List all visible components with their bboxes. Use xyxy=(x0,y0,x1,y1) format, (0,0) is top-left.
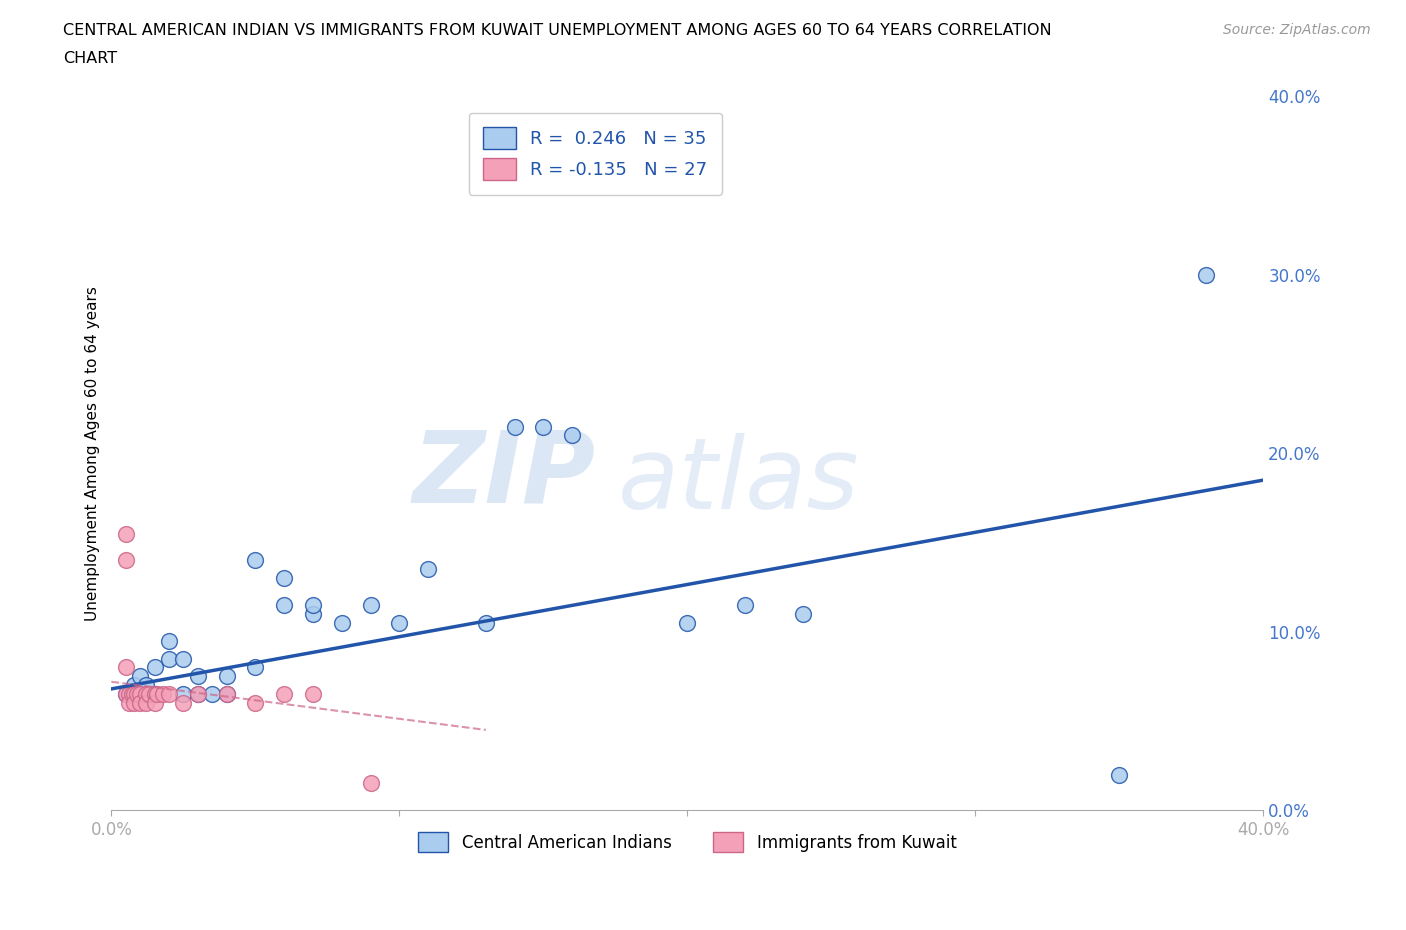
Point xyxy=(360,776,382,790)
Point xyxy=(1108,767,1130,782)
Point xyxy=(273,598,295,613)
Point xyxy=(215,669,238,684)
Point xyxy=(118,687,141,702)
Point xyxy=(531,419,554,434)
Point xyxy=(118,696,141,711)
Point xyxy=(215,687,238,702)
Point xyxy=(143,687,166,702)
Point xyxy=(143,687,166,702)
Point xyxy=(245,553,267,568)
Point xyxy=(135,678,157,693)
Legend: Central American Indians, Immigrants from Kuwait: Central American Indians, Immigrants fro… xyxy=(412,825,963,859)
Point xyxy=(124,678,146,693)
Point xyxy=(330,616,353,631)
Point xyxy=(302,687,325,702)
Text: ZIP: ZIP xyxy=(412,426,595,524)
Point xyxy=(124,687,146,702)
Point xyxy=(418,562,440,577)
Point xyxy=(114,687,136,702)
Point xyxy=(172,687,194,702)
Point xyxy=(388,616,411,631)
Point xyxy=(121,687,143,702)
Point xyxy=(302,598,325,613)
Point xyxy=(138,687,160,702)
Point xyxy=(114,553,136,568)
Point xyxy=(152,687,174,702)
Point xyxy=(676,616,699,631)
Point xyxy=(561,428,583,443)
Point xyxy=(302,606,325,621)
Point xyxy=(245,696,267,711)
Point xyxy=(273,687,295,702)
Text: CENTRAL AMERICAN INDIAN VS IMMIGRANTS FROM KUWAIT UNEMPLOYMENT AMONG AGES 60 TO : CENTRAL AMERICAN INDIAN VS IMMIGRANTS FR… xyxy=(63,23,1052,38)
Point xyxy=(792,606,814,621)
Point xyxy=(129,687,152,702)
Point xyxy=(475,616,498,631)
Point xyxy=(114,660,136,675)
Point xyxy=(1195,268,1218,283)
Point xyxy=(201,687,224,702)
Point xyxy=(172,651,194,666)
Point xyxy=(114,687,136,702)
Point xyxy=(124,696,146,711)
Point xyxy=(187,687,209,702)
Point xyxy=(143,660,166,675)
Point xyxy=(172,696,194,711)
Point xyxy=(146,687,169,702)
Point xyxy=(135,687,157,702)
Point xyxy=(215,687,238,702)
Point xyxy=(135,696,157,711)
Point xyxy=(187,687,209,702)
Point xyxy=(129,687,152,702)
Text: CHART: CHART xyxy=(63,51,117,66)
Point xyxy=(157,651,180,666)
Point xyxy=(503,419,526,434)
Point xyxy=(157,633,180,648)
Point xyxy=(129,669,152,684)
Point xyxy=(114,526,136,541)
Point xyxy=(157,687,180,702)
Point xyxy=(273,571,295,586)
Y-axis label: Unemployment Among Ages 60 to 64 years: Unemployment Among Ages 60 to 64 years xyxy=(86,286,100,620)
Text: Source: ZipAtlas.com: Source: ZipAtlas.com xyxy=(1223,23,1371,37)
Point xyxy=(245,660,267,675)
Point xyxy=(129,696,152,711)
Point xyxy=(187,669,209,684)
Point xyxy=(734,598,756,613)
Point xyxy=(360,598,382,613)
Point xyxy=(127,687,149,702)
Text: atlas: atlas xyxy=(619,433,860,530)
Point xyxy=(143,696,166,711)
